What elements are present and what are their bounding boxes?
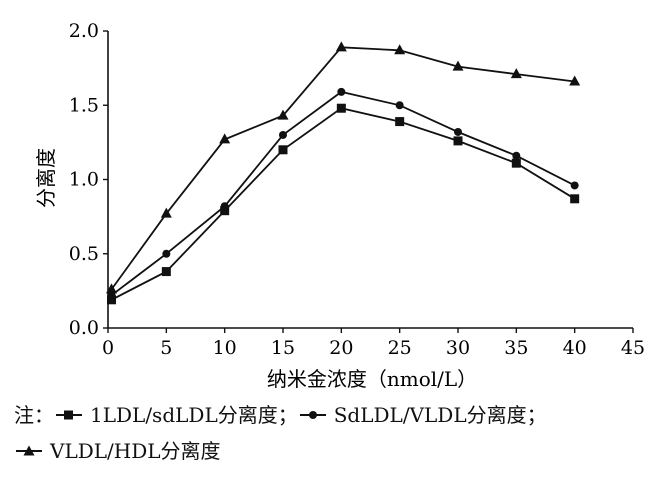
data-point-triangle xyxy=(394,44,406,55)
x-axis-label: 纳米金浓度（nmol/L） xyxy=(267,367,477,391)
chart-axes: 0 5 10 15 20 25 30 35 40 45 0.0 0.5 1.0 1.5 2.0 xyxy=(69,20,645,359)
x-tick-label: 20 xyxy=(329,337,353,359)
x-tick-label: 45 xyxy=(621,337,645,359)
series-line-square xyxy=(111,107,576,301)
data-point-square xyxy=(220,206,230,216)
y-tick-label: 2.0 xyxy=(69,20,99,42)
legend-label-triangle: VLDL/HDL分离度 xyxy=(50,439,221,463)
data-point-circle xyxy=(570,181,579,190)
x-tick-label: 10 xyxy=(213,337,237,359)
data-point-triangle xyxy=(277,109,289,120)
series-line-triangle xyxy=(110,46,575,290)
note-separator-2: ； xyxy=(526,403,547,427)
x-tick-label: 40 xyxy=(563,337,587,359)
note-separator-1: ； xyxy=(277,403,298,427)
data-point-circle xyxy=(162,249,171,258)
data-point-circle xyxy=(395,101,404,110)
data-point-square xyxy=(395,117,405,127)
chart-series xyxy=(106,41,581,305)
y-axis-label: 分离度 xyxy=(34,148,58,208)
x-tick-label: 15 xyxy=(271,337,295,359)
y-tick-label: 1.0 xyxy=(69,169,99,191)
legend-item-square: 1LDL/sdLDL分离度 xyxy=(54,402,278,428)
legend-note-line2: VLDL/HDL分离度 xyxy=(14,438,221,464)
legend-circle-marker-icon xyxy=(299,411,326,419)
data-point-circle xyxy=(512,151,521,160)
legend-item-circle: SdLDL/VLDL分离度 xyxy=(298,402,527,428)
data-point-square xyxy=(278,145,288,155)
x-tick-label: 30 xyxy=(446,337,470,359)
x-tick-label: 5 xyxy=(160,337,172,359)
y-tick-label: 1.5 xyxy=(69,94,99,116)
data-point-square xyxy=(161,267,171,277)
y-tick-label: 0.5 xyxy=(69,243,99,265)
legend-item-triangle: VLDL/HDL分离度 xyxy=(14,438,221,464)
legend-label-square: 1LDL/sdLDL分离度 xyxy=(90,403,278,427)
data-point-triangle xyxy=(510,68,522,79)
data-point-circle xyxy=(337,87,346,96)
legend-square-marker-icon xyxy=(56,410,82,420)
data-point-square xyxy=(453,136,463,146)
data-point-triangle xyxy=(569,75,581,86)
data-point-square xyxy=(336,103,346,113)
data-point-circle xyxy=(220,202,229,211)
data-point-square xyxy=(570,194,580,204)
legend-triangle-marker-icon xyxy=(16,445,42,456)
data-point-square xyxy=(511,158,521,168)
data-point-circle xyxy=(279,130,287,139)
data-point-circle xyxy=(454,127,462,136)
legend-note: 注： 1LDL/sdLDL分离度； SdLDL/VLDL分离度； xyxy=(14,402,547,428)
data-point-triangle xyxy=(219,133,231,144)
y-tick-label: 0.0 xyxy=(69,317,99,339)
data-point-triangle xyxy=(160,207,172,218)
legend-label-circle: SdLDL/VLDL分离度 xyxy=(333,403,527,427)
note-prefix: 注： xyxy=(14,403,54,427)
data-point-triangle xyxy=(335,41,347,52)
data-point-triangle xyxy=(452,60,464,71)
x-tick-label: 0 xyxy=(102,337,114,359)
x-tick-label: 25 xyxy=(388,337,412,359)
line-chart: 0 5 10 15 20 25 30 35 40 45 0.0 0.5 1.0 1.5 2.0 纳米金浓度（… xyxy=(34,20,645,391)
x-tick-label: 35 xyxy=(504,337,528,359)
data-point-square xyxy=(107,295,116,305)
data-point-triangle xyxy=(106,283,117,294)
